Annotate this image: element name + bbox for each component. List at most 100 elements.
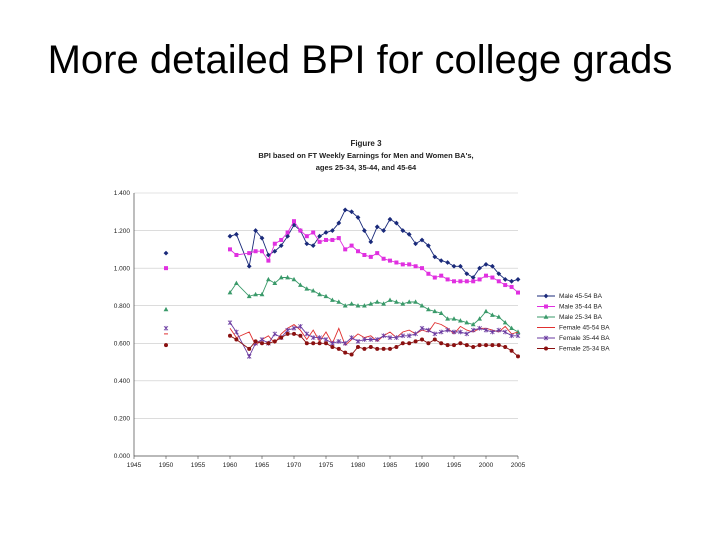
data-point bbox=[260, 341, 264, 346]
data-point bbox=[330, 345, 335, 350]
data-point bbox=[502, 320, 508, 325]
data-point bbox=[477, 316, 482, 321]
data-point bbox=[259, 291, 265, 297]
data-point bbox=[426, 306, 431, 312]
data-point bbox=[349, 335, 354, 341]
data-point bbox=[298, 228, 303, 233]
data-point bbox=[349, 243, 354, 248]
data-point bbox=[163, 306, 169, 312]
data-point bbox=[413, 339, 418, 344]
data-point bbox=[451, 329, 457, 335]
x-tick-label: 1965 bbox=[255, 462, 270, 469]
data-point bbox=[509, 325, 514, 331]
data-point bbox=[458, 341, 463, 346]
figure-title-line-2: BPI based on FT Weekly Earnings for Men … bbox=[258, 151, 473, 160]
data-point bbox=[483, 308, 489, 314]
data-point bbox=[368, 337, 374, 342]
data-point bbox=[439, 273, 444, 278]
data-point bbox=[330, 237, 335, 242]
data-point bbox=[394, 345, 399, 350]
data-point bbox=[362, 252, 367, 257]
y-tick-label: 1.400 bbox=[114, 190, 131, 197]
data-point bbox=[516, 290, 520, 295]
data-point bbox=[464, 279, 469, 284]
data-point bbox=[317, 233, 322, 239]
data-point bbox=[451, 263, 457, 269]
data-point bbox=[342, 207, 348, 213]
data-point bbox=[310, 288, 316, 293]
data-point bbox=[400, 333, 406, 339]
data-point bbox=[368, 254, 373, 259]
data-point bbox=[477, 265, 482, 271]
series-line bbox=[229, 277, 519, 333]
data-point bbox=[490, 329, 495, 335]
data-point bbox=[464, 320, 470, 325]
data-point bbox=[317, 335, 322, 341]
data-point bbox=[343, 247, 348, 252]
data-point bbox=[304, 234, 309, 239]
data-point bbox=[330, 340, 335, 346]
data-point bbox=[362, 303, 367, 308]
data-point bbox=[164, 343, 168, 348]
data-point bbox=[432, 308, 438, 314]
data-point bbox=[292, 331, 296, 336]
y-tick-label: 1.000 bbox=[114, 265, 131, 272]
data-point bbox=[375, 251, 380, 256]
data-point bbox=[246, 293, 252, 299]
x-tick-label: 1975 bbox=[319, 462, 334, 469]
data-point bbox=[310, 335, 316, 341]
data-point bbox=[355, 303, 361, 308]
data-point bbox=[164, 266, 168, 271]
data-point bbox=[253, 291, 258, 297]
data-point bbox=[323, 293, 329, 299]
series-3 bbox=[163, 274, 521, 334]
data-point bbox=[362, 337, 367, 342]
data-point bbox=[323, 230, 329, 235]
data-point bbox=[406, 299, 412, 304]
legend-label: Male 45-54 BA bbox=[559, 293, 603, 300]
data-point bbox=[259, 337, 265, 342]
data-point bbox=[484, 273, 488, 278]
data-point bbox=[394, 299, 399, 304]
y-tick-label: 0.200 bbox=[114, 416, 131, 423]
data-point bbox=[246, 263, 252, 269]
legend: Male 45-54 BA Male 35-44 BA Male 25-34 BA F… bbox=[537, 293, 610, 353]
x-tick-labels: 1945 1950 1955 1960 1965 1970 1975 1980 1985 1990… bbox=[127, 462, 526, 469]
data-point bbox=[445, 343, 450, 348]
data-point bbox=[298, 323, 303, 329]
data-point bbox=[464, 343, 469, 348]
data-point bbox=[253, 339, 258, 344]
data-point bbox=[278, 274, 284, 280]
data-point bbox=[234, 252, 239, 257]
data-point bbox=[490, 263, 495, 269]
data-point bbox=[451, 316, 457, 321]
data-point bbox=[330, 228, 335, 233]
data-point bbox=[272, 248, 278, 254]
data-point bbox=[310, 243, 316, 248]
data-point bbox=[496, 314, 502, 319]
data-point bbox=[458, 279, 463, 284]
figure-title-line-3: ages 25-34, 35-44, and 45-64 bbox=[316, 163, 417, 172]
data-point bbox=[509, 278, 514, 284]
data-point bbox=[368, 301, 374, 306]
x-tick-label: 1990 bbox=[415, 462, 430, 469]
data-point bbox=[477, 343, 482, 348]
data-point bbox=[394, 260, 399, 265]
data-point bbox=[292, 219, 296, 224]
data-point bbox=[381, 228, 386, 233]
data-point bbox=[234, 231, 239, 237]
x-tick-label: 2000 bbox=[479, 462, 494, 469]
data-point bbox=[298, 282, 303, 287]
data-point bbox=[502, 329, 508, 335]
x-tick-label: 1955 bbox=[191, 462, 206, 469]
data-point bbox=[246, 354, 252, 359]
legend-entry: Female 25-34 BA bbox=[537, 346, 610, 353]
data-point bbox=[420, 337, 424, 342]
data-point bbox=[432, 331, 438, 337]
legend-label: Male 35-44 BA bbox=[559, 304, 603, 311]
data-point bbox=[458, 263, 463, 269]
data-point bbox=[388, 258, 392, 263]
data-point bbox=[496, 327, 502, 333]
data-point bbox=[272, 241, 277, 246]
data-point bbox=[163, 325, 169, 331]
